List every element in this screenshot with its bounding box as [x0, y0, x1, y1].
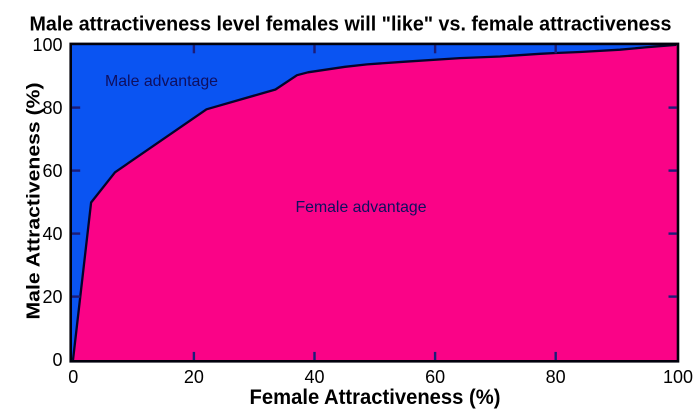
- svg-text:60: 60: [425, 367, 445, 387]
- svg-text:Male advantage: Male advantage: [105, 73, 218, 90]
- svg-text:20: 20: [184, 367, 204, 387]
- svg-text:80: 80: [42, 98, 62, 118]
- svg-text:0: 0: [68, 367, 78, 387]
- svg-text:0: 0: [52, 350, 62, 370]
- svg-text:60: 60: [42, 161, 62, 181]
- svg-text:Male attractiveness level fema: Male attractiveness level females will "…: [30, 13, 672, 35]
- svg-text:100: 100: [32, 35, 62, 55]
- svg-text:Male Attractiveness (%): Male Attractiveness (%): [24, 82, 44, 319]
- svg-text:80: 80: [546, 367, 566, 387]
- svg-text:40: 40: [42, 224, 62, 244]
- svg-text:Female advantage: Female advantage: [296, 199, 427, 216]
- svg-text:20: 20: [42, 287, 62, 307]
- svg-text:40: 40: [304, 367, 324, 387]
- svg-text:100: 100: [663, 367, 693, 387]
- svg-text:Female Attractiveness (%): Female Attractiveness (%): [250, 385, 501, 409]
